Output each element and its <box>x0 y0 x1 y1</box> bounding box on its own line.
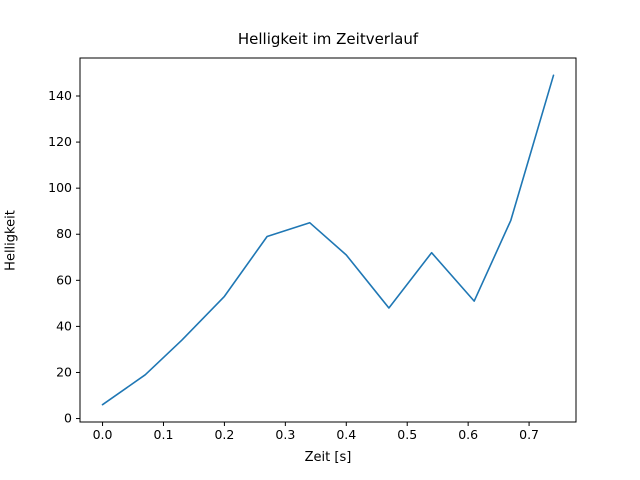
y-tick-label: 20 <box>56 364 72 379</box>
y-tick-label: 40 <box>56 318 72 333</box>
y-tick-label: 120 <box>48 134 72 149</box>
y-tick-label: 140 <box>48 88 72 103</box>
chart-title: Helligkeit im Zeitverlauf <box>237 30 419 48</box>
x-tick-label: 0.3 <box>275 427 295 442</box>
x-axis-label: Zeit [s] <box>304 450 352 465</box>
x-tick-label: 0.5 <box>397 427 417 442</box>
y-tick-label: 80 <box>56 226 72 241</box>
y-tick-label: 0 <box>64 411 72 426</box>
x-tick-label: 0.7 <box>519 427 539 442</box>
plot-line <box>101 74 555 406</box>
x-tick-label: 0.6 <box>458 427 478 442</box>
x-tick-label: 0.4 <box>336 427 356 442</box>
axes-box <box>79 57 577 423</box>
y-tick-label: 100 <box>48 180 72 195</box>
x-tick-label: 0.1 <box>154 427 174 442</box>
y-tick-label: 60 <box>56 272 72 287</box>
x-tick-label: 0.0 <box>93 427 113 442</box>
x-tick-label: 0.2 <box>214 427 234 442</box>
